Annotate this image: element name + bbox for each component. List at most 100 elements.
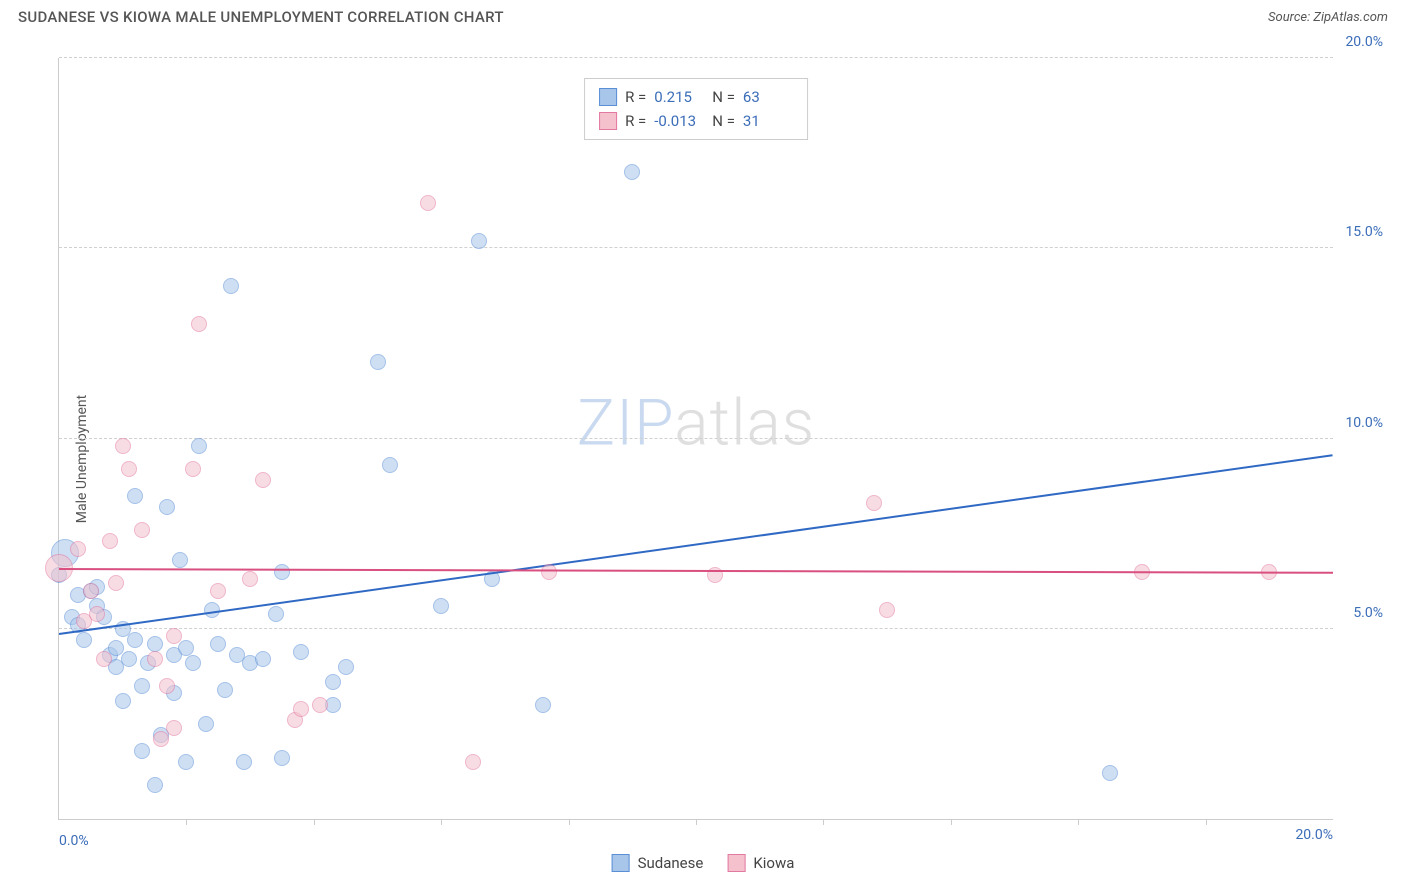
data-point xyxy=(121,651,137,667)
n-label: N = xyxy=(712,109,735,133)
data-point xyxy=(185,461,201,477)
x-tick xyxy=(314,819,315,825)
x-tick xyxy=(1078,819,1079,825)
data-point xyxy=(293,644,309,660)
grid-line xyxy=(59,438,1333,439)
legend-swatch-sudanese xyxy=(612,854,630,872)
data-point xyxy=(185,655,201,671)
data-point xyxy=(191,438,207,454)
data-point xyxy=(236,754,252,770)
chart-title: SUDANESE VS KIOWA MALE UNEMPLOYMENT CORR… xyxy=(18,8,504,26)
data-point xyxy=(420,195,436,211)
plot-area: ZIPatlas 5.0%10.0%15.0%20.0%0.0%20.0%R =… xyxy=(58,58,1333,820)
legend-item-sudanese: Sudanese xyxy=(612,854,704,872)
data-point xyxy=(198,716,214,732)
data-point xyxy=(172,552,188,568)
data-point xyxy=(255,472,271,488)
data-point xyxy=(541,564,557,580)
legend-swatch xyxy=(599,88,617,106)
data-point xyxy=(370,354,386,370)
r-label: R = xyxy=(625,109,646,133)
x-tick-label: 20.0% xyxy=(1295,827,1333,843)
data-point xyxy=(465,754,481,770)
trend-line xyxy=(59,454,1333,635)
legend-item-kiowa: Kiowa xyxy=(727,854,794,872)
data-point xyxy=(134,678,150,694)
x-tick xyxy=(186,819,187,825)
data-point xyxy=(382,457,398,473)
data-point xyxy=(108,575,124,591)
data-point xyxy=(102,533,118,549)
data-point xyxy=(242,571,258,587)
data-point xyxy=(115,693,131,709)
data-point xyxy=(312,697,328,713)
data-point xyxy=(76,632,92,648)
legend-label-sudanese: Sudanese xyxy=(638,854,704,872)
data-point xyxy=(127,632,143,648)
data-point xyxy=(866,495,882,511)
data-point xyxy=(147,636,163,652)
data-point xyxy=(147,651,163,667)
data-point xyxy=(325,674,341,690)
legend-label-kiowa: Kiowa xyxy=(753,854,794,872)
data-point xyxy=(115,438,131,454)
r-label: R = xyxy=(625,85,646,109)
data-point xyxy=(166,628,182,644)
x-tick xyxy=(823,819,824,825)
data-point xyxy=(338,659,354,675)
data-point xyxy=(1102,765,1118,781)
bottom-legend: Sudanese Kiowa xyxy=(612,854,795,872)
data-point xyxy=(210,583,226,599)
header: SUDANESE VS KIOWA MALE UNEMPLOYMENT CORR… xyxy=(0,0,1406,30)
source-label: Source: ZipAtlas.com xyxy=(1268,10,1388,25)
x-tick xyxy=(441,819,442,825)
r-value: -0.013 xyxy=(654,109,704,133)
y-tick-label: 15.0% xyxy=(1345,224,1383,240)
data-point xyxy=(293,701,309,717)
y-tick-label: 10.0% xyxy=(1345,415,1383,431)
data-point xyxy=(89,606,105,622)
data-point xyxy=(127,488,143,504)
legend-swatch xyxy=(599,112,617,130)
n-label: N = xyxy=(712,85,735,109)
data-point xyxy=(433,598,449,614)
r-value: 0.215 xyxy=(654,85,704,109)
data-point xyxy=(191,316,207,332)
chart-wrapper: Male Unemployment ZIPatlas 5.0%10.0%15.0… xyxy=(18,38,1388,880)
data-point xyxy=(879,602,895,618)
data-point xyxy=(159,678,175,694)
data-point xyxy=(147,777,163,793)
y-tick-label: 20.0% xyxy=(1345,34,1383,50)
n-value: 63 xyxy=(743,85,793,109)
data-point xyxy=(153,731,169,747)
watermark-zip: ZIP xyxy=(577,386,674,461)
x-tick-label: 0.0% xyxy=(59,833,89,849)
stats-row: R =-0.013N =31 xyxy=(599,109,793,133)
data-point xyxy=(223,278,239,294)
legend-swatch-kiowa xyxy=(727,854,745,872)
grid-line xyxy=(59,628,1333,629)
watermark-atlas: atlas xyxy=(674,386,815,461)
data-point xyxy=(255,651,271,667)
x-tick xyxy=(951,819,952,825)
grid-line xyxy=(59,247,1333,248)
data-point xyxy=(535,697,551,713)
x-tick xyxy=(696,819,697,825)
data-point xyxy=(96,651,112,667)
data-point xyxy=(134,522,150,538)
data-point xyxy=(178,640,194,656)
data-point xyxy=(159,499,175,515)
data-point xyxy=(268,606,284,622)
data-point xyxy=(274,750,290,766)
watermark: ZIPatlas xyxy=(577,386,815,461)
x-tick xyxy=(569,819,570,825)
data-point xyxy=(210,636,226,652)
data-point xyxy=(70,541,86,557)
stats-row: R = 0.215 N = 63 xyxy=(599,85,793,109)
data-point xyxy=(166,720,182,736)
data-point xyxy=(274,564,290,580)
data-point xyxy=(178,754,194,770)
data-point xyxy=(217,682,233,698)
y-tick-label: 5.0% xyxy=(1353,605,1383,621)
stats-legend: R =0.215N =63R =-0.013N =31 xyxy=(584,78,808,140)
